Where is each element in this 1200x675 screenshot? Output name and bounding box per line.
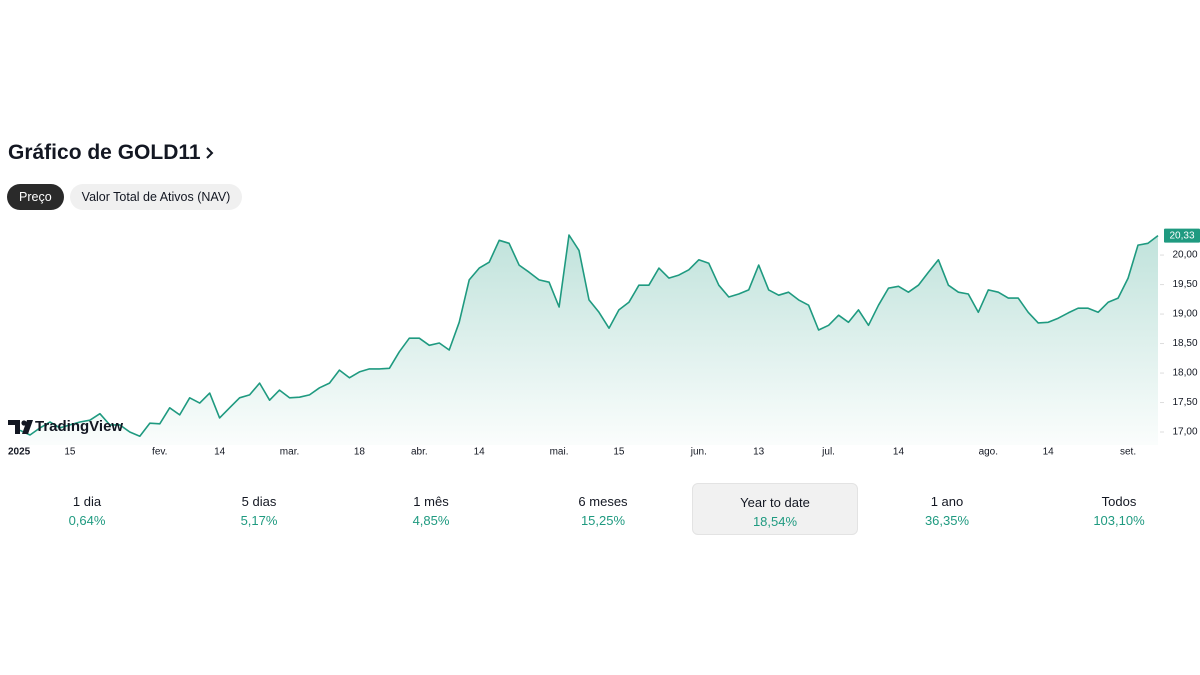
period-change[interactable]: 103,10% xyxy=(1093,513,1145,528)
x-tick-label: set. xyxy=(1120,447,1136,458)
period[interactable]: Year to date 18,54% xyxy=(692,483,858,535)
period-change[interactable]: 18,54% xyxy=(752,514,798,529)
y-tick-label: 20,00 xyxy=(1172,250,1197,261)
x-tick-label: 14 xyxy=(474,447,486,458)
x-tick-label: mai. xyxy=(550,447,569,458)
period[interactable]: 1 ano 36,35% xyxy=(864,483,1030,535)
periods: 1 dia 0,64% 5 dias 5,17% 1 mês 4,85% 6 meses 15… xyxy=(4,483,1200,535)
period-label[interactable]: Todos xyxy=(1101,494,1137,509)
period[interactable]: 1 dia 0,64% xyxy=(4,483,170,535)
last-price-tag xyxy=(1164,228,1200,243)
watermark: TradingView xyxy=(8,418,123,435)
title[interactable]: Gráfico de GOLD11 xyxy=(8,141,215,165)
y-tick-label: 17,50 xyxy=(1172,397,1197,408)
period-label[interactable]: 5 dias xyxy=(241,494,277,509)
area-fill xyxy=(20,235,1158,445)
title-text[interactable]: Gráfico de GOLD11 xyxy=(8,141,201,164)
period-label[interactable]: 1 dia xyxy=(72,494,102,509)
x-tick-label: 14 xyxy=(893,447,905,458)
x-tick-label: jul. xyxy=(821,447,835,458)
x-tick-label: jun. xyxy=(690,447,707,458)
period-change[interactable]: 5,17% xyxy=(240,513,278,528)
y-tick-label: 18,50 xyxy=(1172,338,1197,349)
y-tick-label: 18,00 xyxy=(1172,368,1197,379)
tab[interactable]: Valor Total de Ativos (NAV) xyxy=(69,184,243,210)
period-label[interactable]: 1 mês xyxy=(413,494,449,509)
x-tick-label: fev. xyxy=(152,447,167,458)
y-tick-label: 17,00 xyxy=(1172,427,1197,438)
period-label[interactable]: 1 ano xyxy=(930,494,964,509)
x-tick-label: 2025 xyxy=(8,447,31,458)
y-tick-label: 19,00 xyxy=(1172,309,1197,320)
watermark-logo xyxy=(8,420,33,434)
x-tick-label: mar. xyxy=(280,447,299,458)
tabs: Preço Valor Total de Ativos (NAV) xyxy=(7,184,243,210)
period[interactable]: 6 meses 15,25% xyxy=(520,483,686,535)
x-tick-label: ago. xyxy=(979,447,998,458)
chevron-icon xyxy=(205,147,213,159)
x-tick-label: 15 xyxy=(613,447,625,458)
watermark-logo-dot xyxy=(21,420,27,426)
period-label[interactable]: Year to date xyxy=(740,495,810,510)
y-tick-label: 19,50 xyxy=(1172,279,1197,290)
watermark-text: TradingView xyxy=(35,418,123,435)
period-change[interactable]: 4,85% xyxy=(412,513,450,528)
period-label[interactable]: 6 meses xyxy=(578,494,628,509)
last-price-label: 20,33 xyxy=(1169,230,1194,241)
x-tick-label: 15 xyxy=(64,447,76,458)
period[interactable]: 1 mês 4,85% xyxy=(348,483,514,535)
period[interactable]: Todos 103,10% xyxy=(1036,483,1200,535)
tab[interactable]: Preço xyxy=(7,184,64,210)
x-tick-label: abr. xyxy=(411,447,428,458)
x-tick-label: 14 xyxy=(1043,447,1055,458)
period-change[interactable]: 0,64% xyxy=(68,513,106,528)
period-change[interactable]: 36,35% xyxy=(924,513,970,528)
price-line xyxy=(19,234,1159,437)
x-tick-label: 18 xyxy=(354,447,366,458)
x-tick-label: 13 xyxy=(753,447,765,458)
x-tick-label: 14 xyxy=(214,447,226,458)
period-change[interactable]: 15,25% xyxy=(580,513,626,528)
period[interactable]: 5 dias 5,17% xyxy=(176,483,342,535)
